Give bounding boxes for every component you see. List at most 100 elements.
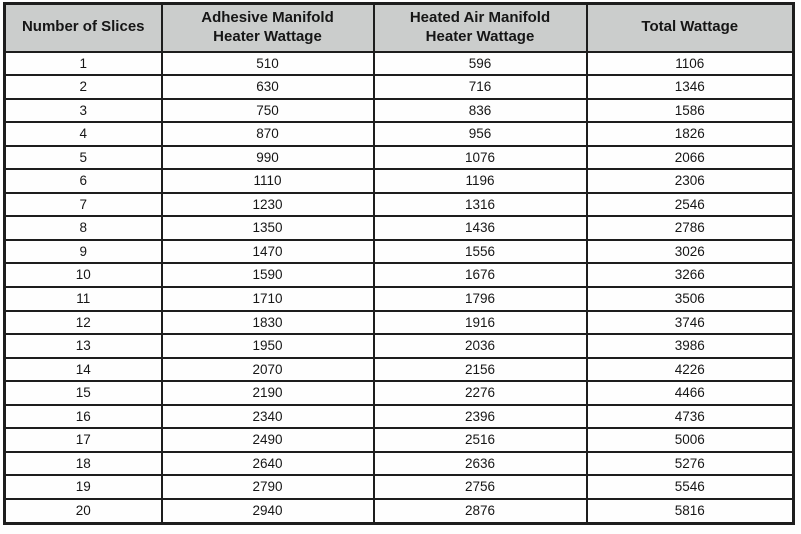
table-cell: 3986 [585, 333, 795, 359]
table-cell: 1556 [372, 238, 588, 265]
table-cell: 956 [372, 121, 588, 147]
table-cell: 1710 [160, 285, 375, 312]
table-row: 18 2640 2636 5276 [3, 450, 795, 477]
table-cell: 4 [3, 121, 163, 147]
table-cell: 2940 [160, 497, 375, 525]
table-cell: 2276 [372, 380, 588, 406]
table-cell: 1230 [160, 191, 375, 218]
table-cell: 2516 [372, 427, 588, 453]
table-cell: 5 [3, 144, 163, 171]
table-cell: 2876 [372, 497, 588, 525]
table-cell: 3746 [585, 309, 795, 336]
table-row: 13 1950 2036 3986 [3, 333, 795, 359]
table-cell: 1830 [160, 309, 375, 336]
table-cell: 2790 [160, 474, 375, 500]
table-row: 17 2490 2516 5006 [3, 427, 795, 453]
table-cell: 1826 [585, 121, 795, 147]
table-body: 1 510 596 1106 2 630 716 1346 3 750 836 1586 4 870 956… [3, 50, 795, 525]
table-cell: 3026 [585, 238, 795, 265]
table-cell: 1316 [372, 191, 588, 218]
table-cell: 4736 [585, 403, 795, 430]
table-cell: 1196 [372, 168, 588, 194]
table-cell: 990 [160, 144, 375, 171]
table-row: 6 1110 1196 2306 [3, 168, 795, 194]
table-cell: 1346 [585, 74, 795, 100]
table-cell: 18 [3, 450, 163, 477]
table-cell: 15 [3, 380, 163, 406]
table-cell: 5546 [585, 474, 795, 500]
table-cell: 7 [3, 191, 163, 218]
table-cell: 1076 [372, 144, 588, 171]
table-cell: 1916 [372, 309, 588, 336]
table-cell: 6 [3, 168, 163, 194]
table-cell: 10 [3, 262, 163, 288]
table-cell: 2640 [160, 450, 375, 477]
table-cell: 1106 [585, 50, 795, 77]
table-cell: 5816 [585, 497, 795, 525]
table-row: 9 1470 1556 3026 [3, 238, 795, 265]
table-cell: 8 [3, 215, 163, 241]
table-cell: 4466 [585, 380, 795, 406]
table-cell: 716 [372, 74, 588, 100]
table-cell: 2036 [372, 333, 588, 359]
table-cell: 1590 [160, 262, 375, 288]
table-cell: 16 [3, 403, 163, 430]
table-row: 8 1350 1436 2786 [3, 215, 795, 241]
table-cell: 2546 [585, 191, 795, 218]
table-row: 15 2190 2276 4466 [3, 380, 795, 406]
table-cell: 2 [3, 74, 163, 100]
table-cell: 4226 [585, 356, 795, 383]
table-row: 7 1230 1316 2546 [3, 191, 795, 218]
table-cell: 5276 [585, 450, 795, 477]
table-cell: 1470 [160, 238, 375, 265]
table-cell: 2156 [372, 356, 588, 383]
table-cell: 2786 [585, 215, 795, 241]
table-cell: 20 [3, 497, 163, 525]
table-cell: 1796 [372, 285, 588, 312]
table-cell: 1436 [372, 215, 588, 241]
table-cell: 2190 [160, 380, 375, 406]
table-cell: 630 [160, 74, 375, 100]
table-cell: 870 [160, 121, 375, 147]
table-row: 19 2790 2756 5546 [3, 474, 795, 500]
table-cell: 2066 [585, 144, 795, 171]
column-header: Number of Slices [3, 2, 163, 53]
table-cell: 14 [3, 356, 163, 383]
wattage-table: Number of Slices Adhesive Manifold Heater… [3, 2, 795, 525]
column-header: Total Wattage [585, 2, 795, 53]
table-cell: 1350 [160, 215, 375, 241]
table-row: 11 1710 1796 3506 [3, 285, 795, 312]
table-cell: 3266 [585, 262, 795, 288]
table-row: 1 510 596 1106 [3, 50, 795, 77]
table-cell: 2636 [372, 450, 588, 477]
table-row: 16 2340 2396 4736 [3, 403, 795, 430]
table-cell: 19 [3, 474, 163, 500]
table-cell: 1950 [160, 333, 375, 359]
table-cell: 5006 [585, 427, 795, 453]
table-cell: 2756 [372, 474, 588, 500]
table-cell: 2340 [160, 403, 375, 430]
table-cell: 17 [3, 427, 163, 453]
table-cell: 2306 [585, 168, 795, 194]
table-cell: 2070 [160, 356, 375, 383]
table-row: 2 630 716 1346 [3, 74, 795, 100]
table-row: 10 1590 1676 3266 [3, 262, 795, 288]
table-cell: 3506 [585, 285, 795, 312]
table-cell: 2490 [160, 427, 375, 453]
table-row: 12 1830 1916 3746 [3, 309, 795, 336]
table-cell: 13 [3, 333, 163, 359]
table-row: 20 2940 2876 5816 [3, 497, 795, 525]
column-header: Adhesive Manifold Heater Wattage [160, 2, 375, 53]
table-row: 5 990 1076 2066 [3, 144, 795, 171]
table-cell: 9 [3, 238, 163, 265]
table-cell: 3 [3, 97, 163, 124]
table-cell: 1110 [160, 168, 375, 194]
table-cell: 510 [160, 50, 375, 77]
table-row: 3 750 836 1586 [3, 97, 795, 124]
table-cell: 11 [3, 285, 163, 312]
table-cell: 750 [160, 97, 375, 124]
table-row: 14 2070 2156 4226 [3, 356, 795, 383]
header-row: Number of Slices Adhesive Manifold Heater… [3, 2, 795, 53]
table-cell: 596 [372, 50, 588, 77]
